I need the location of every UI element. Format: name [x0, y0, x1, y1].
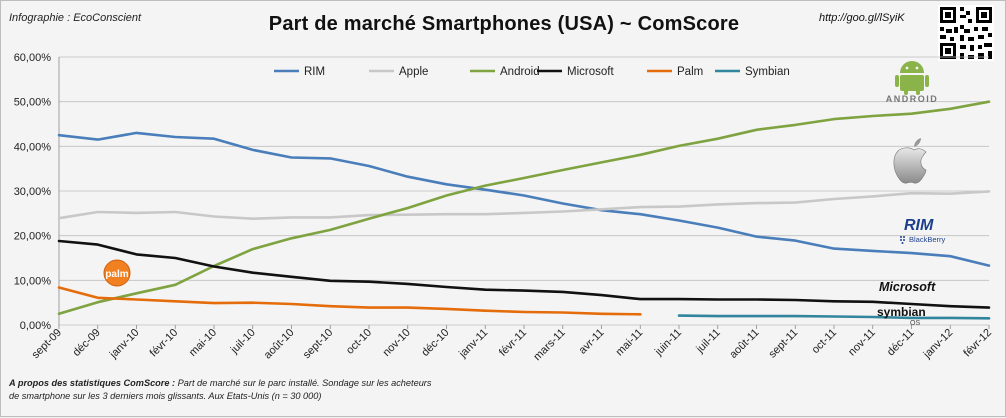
y-tick-label: 10,00%: [14, 275, 52, 287]
y-tick-label: 0,00%: [20, 320, 51, 332]
y-tick-label: 50,00%: [14, 97, 52, 109]
legend-label-apple: Apple: [399, 66, 428, 78]
x-tick-label: janv-11: [456, 327, 490, 361]
legend: RIM Apple Android Microsoft Palm Symbian: [274, 66, 790, 78]
symbian-logo-text: symbian: [877, 305, 926, 319]
x-tick-label: mai-10: [187, 327, 219, 359]
source-url[interactable]: http://goo.gl/lSyiK: [819, 12, 905, 24]
x-tick-label: févr-12: [961, 327, 994, 360]
x-tick-label: mai-11: [614, 327, 646, 359]
microsoft-logo-text: Microsoft: [879, 280, 936, 294]
symbian-os-text: OS: [910, 320, 920, 327]
apple-logo-icon: [893, 138, 927, 184]
x-tick-label: août-10: [262, 327, 297, 362]
x-tick-label: mars-11: [531, 327, 567, 363]
x-tick-label: juil-10: [228, 327, 258, 357]
y-tick-label: 30,00%: [14, 186, 52, 198]
legend-label-android: Android: [500, 66, 540, 78]
series-line-android: [57, 100, 991, 316]
grid-lines: [59, 56, 989, 326]
x-tick-label: déc-11: [885, 327, 917, 359]
series-line-rim: [57, 131, 991, 267]
x-tick-label: janv-10: [107, 327, 142, 362]
x-tick-label: juil-11: [694, 327, 723, 356]
series-line-apple: [57, 190, 991, 220]
footnote-text: Part de marché sur le parc installé. Son…: [9, 378, 432, 401]
android-logo-icon: ANDROID: [886, 61, 939, 104]
x-tick-label: sept-11: [767, 327, 801, 361]
symbian-logo-icon: symbian OS: [877, 305, 926, 327]
y-tick-label: 40,00%: [14, 141, 52, 153]
palm-logo-text: palm: [105, 269, 128, 280]
brand-logos: palm ANDROID: [103, 61, 946, 327]
y-tick-label: 20,00%: [14, 231, 52, 243]
rim-blackberry-logo-icon: RIM BlackBerry: [900, 217, 946, 244]
x-tick-label: févr-10: [148, 327, 181, 360]
x-tick-label: déc-09: [71, 327, 103, 359]
x-tick-label: sept-10: [301, 327, 335, 361]
legend-label-microsoft: Microsoft: [567, 66, 614, 78]
series-line-palm: [57, 286, 642, 316]
blackberry-logo-text: BlackBerry: [909, 235, 946, 244]
x-tick-label: déc-10: [419, 327, 451, 359]
chart-title: Part de marché Smartphones (USA) ~ ComSc…: [268, 13, 740, 35]
x-tick-label: nov-10: [381, 327, 413, 359]
rim-logo-text: RIM: [904, 217, 934, 234]
qr-code-icon: [938, 5, 994, 61]
y-tick-label: 60,00%: [14, 52, 52, 64]
x-tick-label: oct-11: [810, 327, 840, 357]
x-tick-label: janv-12: [921, 327, 956, 362]
android-logo-text: ANDROID: [886, 94, 939, 104]
legend-label-palm: Palm: [677, 66, 703, 78]
legend-label-rim: RIM: [304, 66, 325, 78]
palm-logo-icon: palm: [103, 259, 131, 287]
x-tick-label: août-11: [727, 327, 761, 361]
credit-text: Infographie : EcoConscient: [9, 12, 142, 24]
x-tick-label: nov-11: [846, 327, 878, 359]
series-line-microsoft: [57, 239, 991, 309]
legend-label-symbian: Symbian: [745, 66, 790, 78]
series-line-symbian: [677, 314, 991, 320]
series-lines: [57, 100, 991, 320]
x-tick-label: juin-11: [652, 327, 684, 359]
footnote: A propos des statistiques ComScore : Par…: [9, 377, 439, 403]
x-tick-label: avr-11: [577, 327, 607, 357]
x-tick-label: févr-11: [497, 327, 529, 359]
footnote-heading: A propos des statistiques ComScore :: [9, 378, 176, 388]
x-tick-label: oct-10: [344, 327, 374, 357]
